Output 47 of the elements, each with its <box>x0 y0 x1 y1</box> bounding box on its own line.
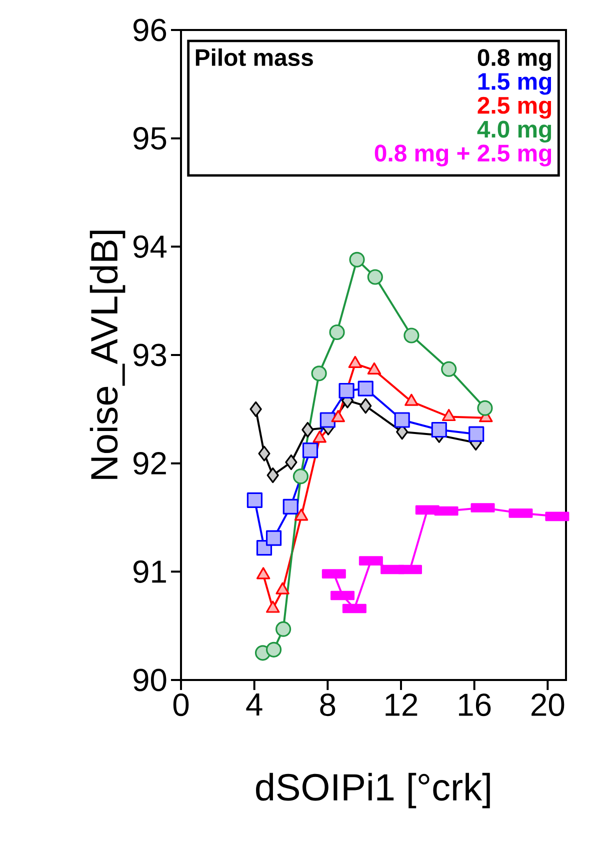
text: 0.8 mg <box>478 49 552 71</box>
point <box>338 382 354 399</box>
point <box>258 446 270 462</box>
text: 0.8 mg + 2.5 mg <box>374 144 552 166</box>
y-tick-label: 91 <box>134 560 166 583</box>
point <box>276 621 292 637</box>
point <box>349 252 365 268</box>
point <box>367 269 383 285</box>
point <box>404 328 420 344</box>
point <box>441 361 457 377</box>
x-tick-label: 4 <box>246 694 262 716</box>
text: 2.5 mg <box>478 96 552 119</box>
x-tick-label: 8 <box>320 694 336 716</box>
point <box>302 422 314 438</box>
y-axis-title: Noise_AVL[dB] <box>90 230 126 479</box>
x-tick-label: 12 <box>386 694 418 716</box>
x-tick-label: 20 <box>532 694 564 716</box>
point <box>431 422 447 438</box>
point <box>292 468 309 484</box>
point <box>266 530 282 546</box>
y-tick-label: 93 <box>134 344 166 366</box>
point <box>311 366 327 382</box>
text: 4.0 mg <box>477 120 552 143</box>
point <box>358 380 374 396</box>
point <box>320 412 336 428</box>
point <box>282 498 298 514</box>
y-tick-label: 95 <box>134 127 166 150</box>
point <box>468 426 484 442</box>
point <box>285 454 298 470</box>
point <box>250 401 262 417</box>
y-tick-label: 90 <box>134 668 166 692</box>
point <box>360 398 372 414</box>
legend-title: Pilot mass <box>196 48 313 66</box>
y-tick-label: 94 <box>134 235 167 258</box>
point <box>477 400 493 416</box>
point <box>394 412 410 428</box>
y-tick-label: 92 <box>134 452 166 475</box>
y-tick-label: 96 <box>134 18 166 42</box>
x-tick-label: 0 <box>173 694 189 716</box>
point <box>266 467 279 484</box>
point <box>266 642 282 658</box>
point <box>329 324 345 340</box>
x-tick-label: 16 <box>459 694 491 716</box>
point <box>302 442 318 458</box>
x-axis-title: dSOIPi1 [°crk] <box>256 772 490 808</box>
point <box>246 492 263 508</box>
text: 1.5 mg <box>478 73 552 95</box>
